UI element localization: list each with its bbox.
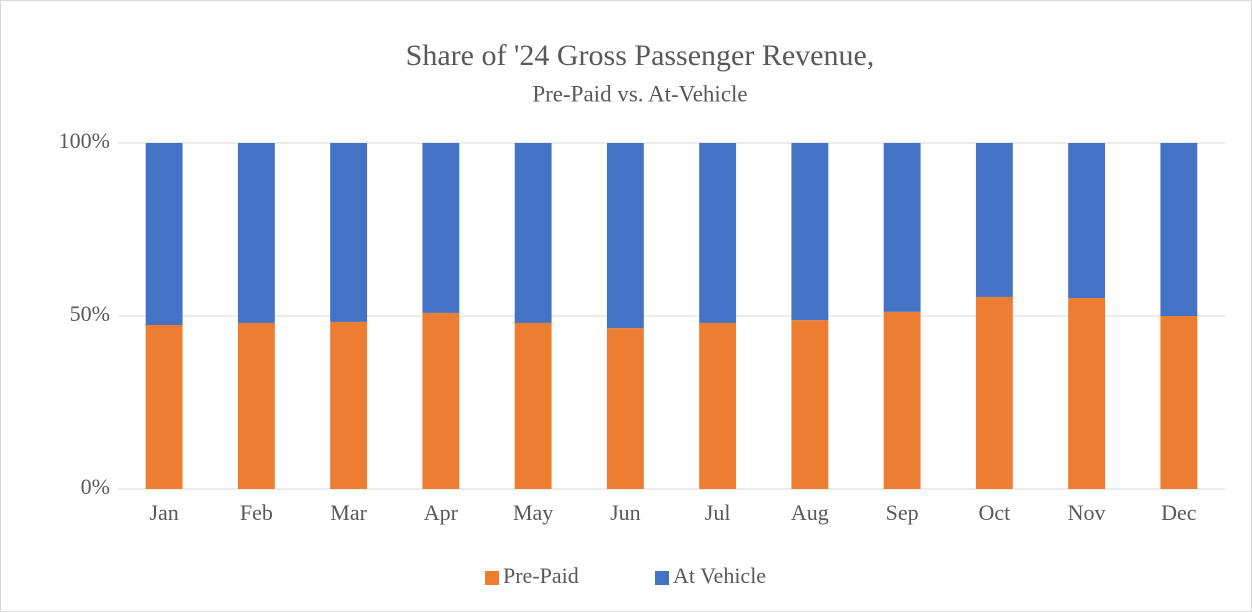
bar-segment	[1160, 316, 1198, 489]
x-tick-label: Feb	[240, 500, 273, 525]
bar-segment	[975, 143, 1013, 297]
x-tick-label: Dec	[1161, 500, 1197, 525]
bar-segment	[699, 322, 737, 489]
y-tick-label: 100%	[59, 128, 110, 153]
bar-segment	[883, 311, 921, 489]
bar-segment	[145, 324, 183, 489]
chart-title: Share of '24 Gross Passenger Revenue,	[406, 39, 875, 72]
bar-segment	[330, 321, 368, 489]
x-tick-label: Mar	[330, 500, 367, 525]
x-tick-label: Oct	[978, 500, 1010, 525]
legend-label: Pre-Paid	[503, 563, 579, 588]
x-tick-label: Sep	[886, 500, 919, 525]
x-tick-label: Apr	[424, 500, 459, 525]
bar-segment	[1068, 143, 1106, 299]
chart-subtitle: Pre-Paid vs. At-Vehicle	[532, 81, 747, 106]
bar-segment	[330, 143, 368, 322]
bar-segment	[883, 143, 921, 312]
bar-segment	[514, 143, 552, 323]
bar-segment	[422, 143, 460, 313]
bar-segment	[606, 328, 644, 489]
x-tick-label: Aug	[791, 500, 829, 525]
legend-swatch	[655, 571, 669, 585]
bar-segment	[791, 143, 829, 321]
bar-segment	[791, 320, 829, 489]
bar-segment	[145, 143, 183, 325]
bar-segment	[699, 143, 737, 323]
x-tick-label: Jun	[610, 500, 641, 525]
x-tick-label: May	[513, 500, 553, 525]
bar-segment	[237, 143, 275, 323]
y-tick-label: 50%	[70, 301, 110, 326]
bar-segment	[1160, 143, 1198, 316]
x-tick-label: Nov	[1068, 500, 1106, 525]
legend-label: At Vehicle	[673, 563, 766, 588]
legend-swatch	[485, 571, 499, 585]
bar-segment	[237, 322, 275, 489]
y-tick-label: 0%	[81, 474, 110, 499]
bar-segment	[514, 322, 552, 489]
x-tick-label: Jul	[705, 500, 731, 525]
bar-segment	[975, 296, 1013, 489]
bar-segment	[606, 143, 644, 329]
bar-segment	[422, 312, 460, 489]
bar-segment	[1068, 298, 1106, 489]
x-tick-label: Jan	[149, 500, 178, 525]
